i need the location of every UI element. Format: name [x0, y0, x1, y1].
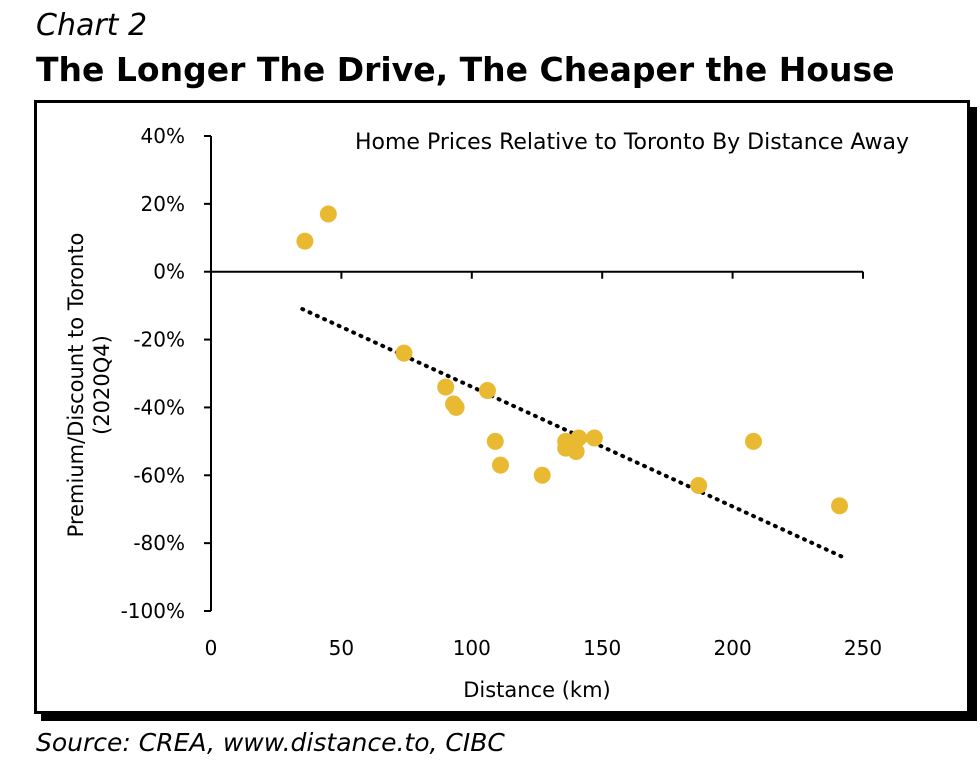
data-point: [570, 429, 588, 447]
y-axis-label-sub: (2020Q4): [90, 335, 114, 435]
x-axis-label: Distance (km): [463, 678, 611, 702]
plot-title: Home Prices Relative to Toronto By Dista…: [355, 130, 909, 155]
source-note: Source: CREA, www.distance.to, CIBC: [36, 728, 505, 757]
x-tick-label: 0: [205, 636, 218, 660]
x-tick-label: 250: [844, 636, 882, 660]
scatter-chart: 40% 20% 0% -20% -40% -60% -80% -100% 0 50 100 150 20…: [64, 124, 909, 702]
data-point: [437, 378, 455, 396]
data-point: [585, 429, 603, 447]
data-point: [491, 456, 509, 474]
data-point: [478, 381, 496, 399]
data-point: [567, 443, 585, 461]
y-tick-label: 20%: [141, 192, 185, 216]
y-tick-label: -100%: [121, 599, 185, 623]
data-point: [533, 466, 551, 484]
data-point: [395, 344, 413, 362]
chart-kicker: Chart 2: [36, 8, 148, 43]
x-tick-label: 200: [714, 636, 752, 660]
data-point: [744, 432, 762, 450]
data-point: [690, 476, 708, 494]
data-point: [447, 398, 465, 416]
data-point: [831, 497, 849, 515]
y-tick-label: -20%: [133, 328, 185, 352]
data-point: [319, 205, 337, 223]
x-tick-label: 150: [583, 636, 621, 660]
x-tick-label: 50: [329, 636, 354, 660]
y-tick-label: 40%: [141, 124, 185, 148]
x-tick-label: 100: [453, 636, 491, 660]
y-tick-label: -80%: [133, 531, 185, 555]
y-tick-label: 0%: [153, 260, 185, 284]
y-axis-label: Premium/Discount to Toronto: [64, 233, 88, 538]
y-tick-label: -60%: [133, 463, 185, 487]
chart-headline: The Longer The Drive, The Cheaper the Ho…: [36, 50, 895, 89]
data-point: [486, 432, 504, 450]
data-point: [296, 232, 314, 250]
chart-frame: 40% 20% 0% -20% -40% -60% -80% -100% 0 50 100 150 20…: [34, 100, 970, 714]
y-tick-label: -40%: [133, 395, 185, 419]
